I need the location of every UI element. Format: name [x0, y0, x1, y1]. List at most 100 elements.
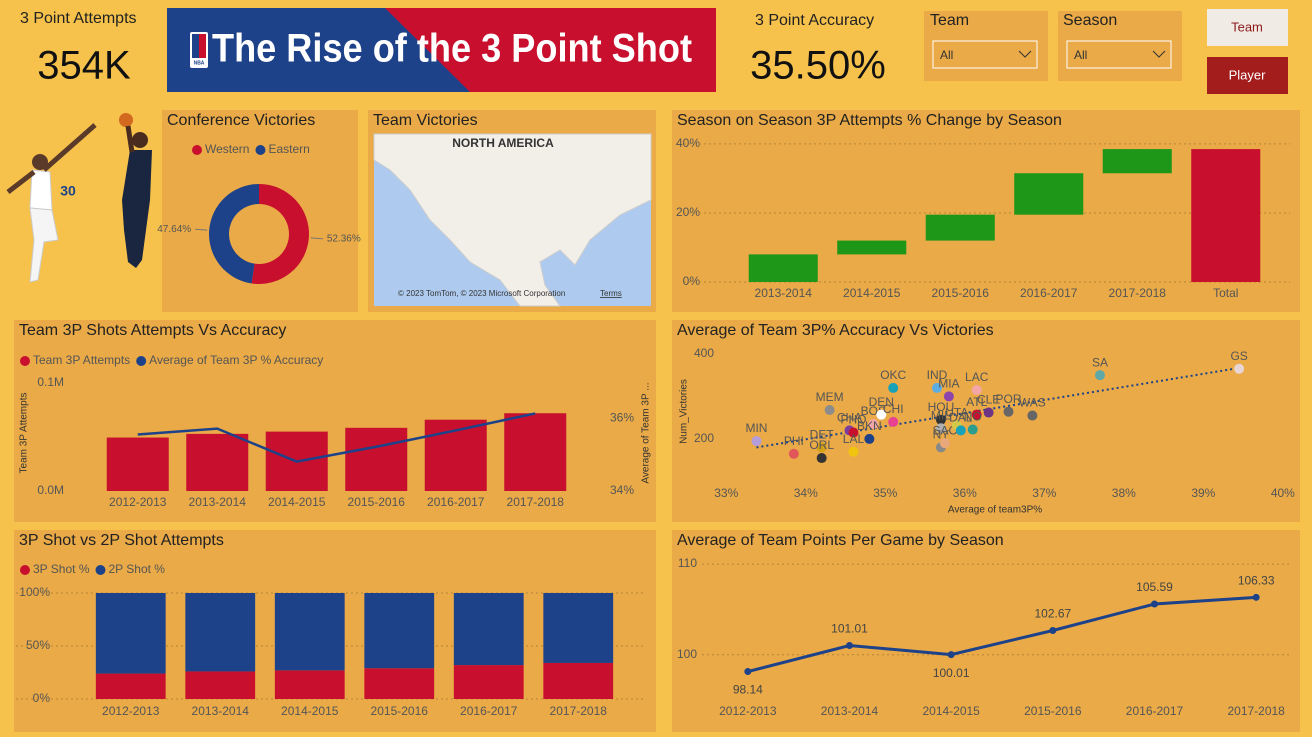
y-tick-label: 110	[678, 556, 697, 570]
x-tick-label: 38%	[1112, 486, 1136, 500]
donut-slice	[209, 184, 259, 284]
x-tick-label: 2013-2014	[192, 704, 250, 718]
button[interactable]	[1207, 57, 1288, 94]
point	[935, 423, 946, 434]
y-tick-label: 50%	[26, 638, 50, 652]
chart-title: Conference Victories	[167, 112, 315, 129]
line	[747, 595, 1257, 673]
jersey-number: 30	[60, 183, 76, 199]
legend-marker	[95, 565, 106, 575]
bar-segment	[453, 593, 524, 666]
slicer-label: Team	[930, 12, 969, 29]
dropdown[interactable]	[1066, 40, 1172, 69]
bar-segment	[185, 593, 256, 672]
legend-label: 3P Shot %	[33, 562, 90, 576]
legend-marker	[255, 145, 266, 155]
x-tick-label: 2017-2018	[507, 495, 565, 509]
x-tick-label: 2015-2016	[1024, 704, 1082, 718]
button[interactable]	[1207, 9, 1288, 46]
map-region: NORTH AMERICA	[452, 136, 554, 150]
bar-segment	[543, 662, 614, 699]
dropdown[interactable]	[932, 40, 1038, 69]
point	[876, 409, 887, 420]
point-label: SAC	[933, 423, 958, 437]
slicer[interactable]: Team All	[924, 11, 1048, 81]
bar-segment	[95, 593, 166, 674]
x-tick-label: 2013-2014	[189, 495, 247, 509]
point-label: MIN	[745, 421, 767, 435]
x-tick-label: 2017-2018	[1109, 286, 1167, 300]
point-label: GS	[1230, 349, 1247, 363]
donut-slice	[251, 184, 310, 284]
slicer-label: Season	[1063, 12, 1117, 29]
point	[955, 425, 966, 436]
leader-line	[310, 237, 323, 240]
point	[888, 416, 899, 427]
panel	[672, 530, 1300, 732]
point-label: PHO	[840, 413, 866, 427]
data-label: 106.33	[1238, 573, 1275, 587]
button-label[interactable]: Player	[1229, 67, 1267, 82]
bar-segment	[274, 670, 345, 699]
y-tick-label: 200	[694, 431, 714, 445]
line	[137, 412, 536, 463]
point-label: OKC	[880, 368, 906, 382]
x-tick-label: 39%	[1191, 486, 1215, 500]
trend-line	[756, 366, 1240, 449]
y-tick-label: 36%	[610, 411, 634, 425]
x-tick-label: 2016-2017	[427, 495, 485, 509]
shorts	[29, 207, 59, 283]
bar	[106, 437, 169, 491]
point	[1027, 410, 1038, 421]
point	[868, 419, 879, 430]
point	[1234, 363, 1245, 374]
x-tick-label: 2017-2018	[1227, 704, 1285, 718]
chevron	[1018, 50, 1032, 58]
dropdown-value: All	[940, 48, 953, 62]
jersey	[122, 150, 152, 200]
bar	[1102, 149, 1172, 174]
legend-label: 2P Shot %	[108, 562, 165, 576]
point-label: HOU	[928, 400, 955, 414]
x-tick-label: Total	[1213, 286, 1238, 300]
point-label: CHA	[837, 411, 862, 425]
slicer[interactable]: Season All	[1058, 11, 1182, 81]
point	[751, 436, 762, 447]
data-label: 105.59	[1136, 580, 1173, 594]
x-tick-label: 2016-2017	[1020, 286, 1078, 300]
data-label: 100.01	[933, 666, 970, 680]
point	[1151, 600, 1158, 608]
point-label: DEN	[869, 395, 894, 409]
legend-marker	[20, 356, 30, 366]
point-label: LAL	[843, 432, 865, 446]
x-tick-label: 34%	[794, 486, 818, 500]
point-label: MIL	[931, 408, 951, 422]
point	[947, 651, 955, 659]
bar-segment	[185, 671, 256, 699]
point-label: SA	[1092, 355, 1108, 369]
point-label: LAC	[965, 370, 989, 384]
x-tick-label: 2012-2013	[109, 495, 167, 509]
arm	[6, 170, 36, 194]
head	[132, 132, 148, 148]
leader-line	[195, 228, 208, 231]
x-tick-label: 2012-2013	[719, 704, 777, 718]
banner: NBA The Rise of the 3 Point Shot	[167, 8, 716, 92]
button-label[interactable]: Team	[1231, 19, 1263, 34]
point-label: ORL	[809, 438, 834, 452]
logo-part	[199, 34, 206, 58]
point	[983, 407, 994, 418]
logo-part	[192, 34, 199, 58]
x-tick-label: 2015-2016	[371, 704, 429, 718]
shorts	[122, 200, 150, 268]
x-tick-label: 2016-2017	[460, 704, 518, 718]
bar	[837, 240, 907, 255]
panel	[672, 320, 1300, 522]
point-label: IND	[927, 368, 948, 382]
point-label: POR	[996, 392, 1022, 406]
x-tick-label: 35%	[873, 486, 897, 500]
map-attribution: © 2023 TomTom, © 2023 Microsoft Corporat…	[398, 289, 565, 298]
point-label: NY	[933, 428, 950, 442]
